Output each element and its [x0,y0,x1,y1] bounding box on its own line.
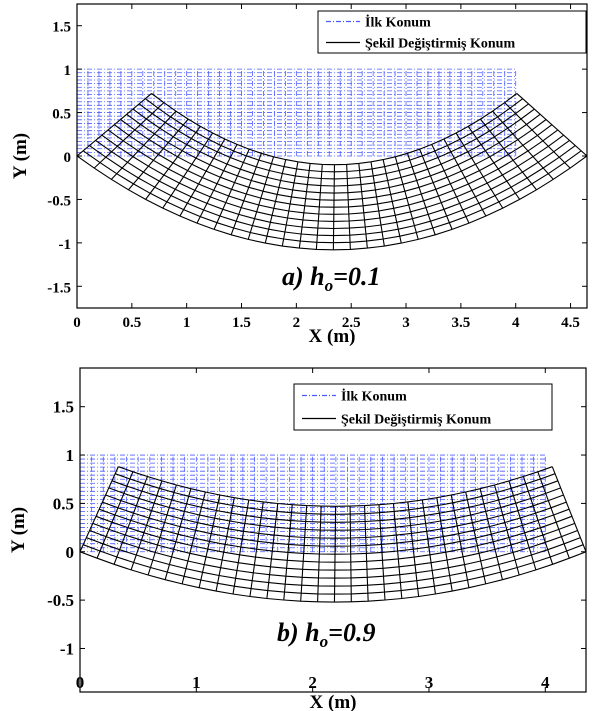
deformed-layer-curve [95,515,573,563]
x-tick-label: 2 [308,673,317,692]
plot-area [77,68,587,251]
x-tick-label: 3 [425,673,434,692]
y-tick-label: 0.5 [53,494,74,513]
annotation-suffix: =0.9 [328,618,375,647]
x-axis-label: X (m) [310,692,357,711]
deformed-radial-line [551,466,586,552]
deformed-layer-curve [92,522,575,571]
deformed-layer-curve [126,113,541,194]
legend-entry-label: İlk Konum [341,388,407,405]
deformed-layer-curve [83,544,584,595]
x-axis-label: X (m) [309,326,356,347]
y-tick-label: -1 [59,237,72,253]
legend-entry-label: Şekil Değiştirmiş Konum [341,413,491,428]
legend: İlk Konum Şekil Değiştirmiş Konum [293,383,553,431]
deformed-layer-curve [107,129,559,215]
x-tick-label: 3 [402,315,410,331]
deformed-layer-curve [89,529,578,579]
chart-panel-b: 0 1 2 3 4 1.5 1 0.5 0 -0.5 -1 X (m) Y (m) İlk Konum Şe… [8,367,587,711]
deformed-layer-curve [132,108,535,187]
deformed-layer-curve [120,119,547,201]
y-tick-label: 1 [66,446,75,465]
chart-panel-a: 0 0.5 1 1.5 2 2.5 3 3.5 4 4.5 1.5 1 0.5 0 -0.5 -1 -1.5 X … [10,3,588,347]
panel-annotation: a) ho=0.1 [282,262,380,295]
deformed-layer-curve [118,466,553,507]
legend-box [293,383,553,431]
x-tick-label: 1 [183,315,191,331]
y-tick-label: 0 [64,150,72,166]
y-tick-label: -0.5 [47,591,74,610]
x-tick-label: 4 [512,315,520,331]
deformed-layer-curve [105,494,564,539]
deformed-layer-curve [151,93,518,166]
deformed-layer-curve [102,501,567,547]
series-initial-position [77,68,517,157]
y-tick-label: -1.5 [47,280,71,296]
series-deformed-position [80,466,586,603]
x-tick-label: 2.5 [342,315,361,331]
deformed-layer-curve [77,155,587,251]
x-tick-label: 4.5 [561,315,580,331]
x-tick-label: 0 [76,673,85,692]
x-tick-label: 0 [73,315,81,331]
deformed-layer-curve [115,473,556,515]
deformed-layer-curve [99,508,570,555]
y-tick-label: -1 [60,639,74,658]
x-tick-label: 3.5 [451,315,470,331]
deformed-layer-curve [95,139,570,230]
annotation-subscript: o [325,276,334,295]
deformed-layer-curve [80,551,586,603]
y-tick-label: 1.5 [52,20,71,36]
deformed-layer-curve [108,487,561,531]
deformed-layer-curve [82,150,582,244]
y-axis-label: Y (m) [8,507,29,553]
legend: İlk Konum Şekil Değiştirmiş Konum [317,10,587,54]
x-tick-label: 0.5 [122,315,141,331]
axes-frame [79,367,587,693]
y-tick-label: -0.5 [47,193,71,209]
annotation-prefix: a) h [282,262,325,291]
deformed-layer-curve [138,103,529,180]
legend-entry-label: Şekil Değiştirmiş Konum [365,37,515,52]
deformed-layer-curve [86,537,581,587]
y-tick-label: 0.5 [52,107,71,123]
annotation-prefix: b) h [277,618,320,647]
deformed-layer-curve [113,124,553,208]
y-tick-label: 0 [66,543,75,562]
annotation-subscript: o [320,632,329,651]
y-axis-label: Y (m) [10,133,31,179]
plot-area [80,454,586,603]
y-tick-label: 1.5 [53,398,74,417]
y-tick-label: 1 [64,63,72,79]
x-tick-label: 1.5 [232,315,251,331]
series-deformed-position [77,93,587,251]
deformed-layer-curve [101,134,564,222]
x-tick-label: 1 [192,673,201,692]
x-tick-label: 2 [293,315,301,331]
annotation-suffix: =0.1 [333,262,380,291]
panel-annotation: b) ho=0.9 [277,618,375,651]
deformed-layer-curve [111,480,559,523]
legend-box [317,10,587,54]
legend-entry-label: İlk Konum [365,14,431,31]
deformed-layer-curve [89,145,576,237]
x-tick-label: 4 [541,673,550,692]
deformed-layer-curve [145,98,524,173]
